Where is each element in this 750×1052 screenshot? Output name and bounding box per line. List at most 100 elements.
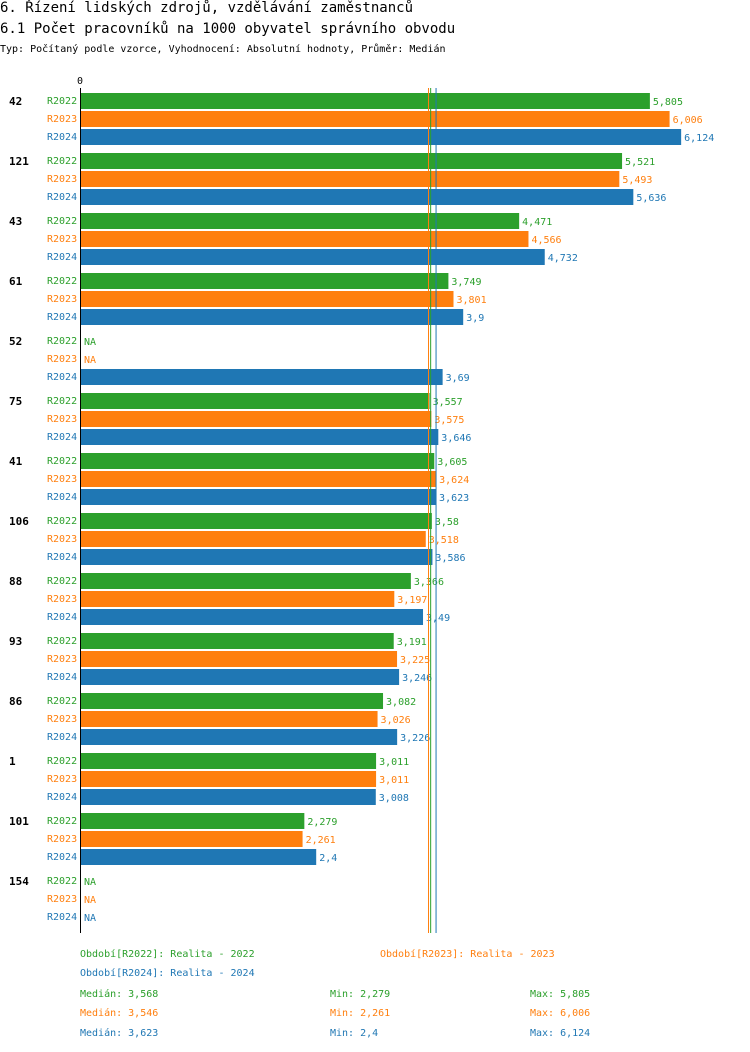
series-label: R2023 [47, 654, 77, 665]
series-label: R2023 [47, 354, 77, 365]
value-label: NA [84, 355, 96, 366]
value-label: 6,006 [673, 115, 703, 126]
legend-r2024: Období[R2024]: Realita - 2024 [80, 968, 255, 979]
value-label: NA [84, 895, 96, 906]
series-label: R2024 [47, 672, 77, 683]
series-label: R2022 [47, 876, 77, 887]
series-label: R2022 [47, 396, 77, 407]
group-label: 41 [9, 455, 23, 468]
value-label: 3,191 [397, 637, 427, 648]
value-label: 3,518 [429, 535, 459, 546]
value-label: 3,225 [400, 655, 430, 666]
value-label: 2,4 [319, 853, 337, 864]
median-r2022: Medián: 3,568 [80, 989, 159, 1000]
value-label: 3,749 [451, 277, 481, 288]
value-label: 6,124 [684, 133, 714, 144]
min-r2024: Min: 2,4 [330, 1028, 379, 1039]
value-label: NA [84, 337, 96, 348]
value-label: 3,623 [439, 493, 469, 504]
value-label: 5,493 [622, 175, 652, 186]
bar [81, 813, 305, 829]
bar [81, 789, 376, 805]
series-label: R2024 [47, 312, 77, 323]
value-label: 5,636 [636, 193, 666, 204]
series-label: R2023 [47, 234, 77, 245]
series-label: R2022 [47, 156, 77, 167]
series-label: R2022 [47, 456, 77, 467]
series-label: R2024 [47, 792, 77, 803]
series-label: R2023 [47, 534, 77, 545]
group-label: 52 [9, 335, 22, 348]
page-title: 6. Řízení lidských zdrojů, vzdělávání za… [0, 0, 414, 16]
bar [81, 153, 623, 169]
bar [81, 633, 394, 649]
value-label: 3,011 [379, 775, 409, 786]
value-label: 3,197 [397, 595, 427, 606]
bar [81, 453, 435, 469]
value-label: 2,279 [307, 817, 337, 828]
max-r2024: Max: 6,124 [530, 1028, 591, 1039]
series-label: R2022 [47, 816, 77, 827]
value-label: 3,586 [435, 553, 465, 564]
bar [81, 693, 384, 709]
series-label: R2024 [47, 252, 77, 263]
bar [81, 831, 303, 847]
value-label: 5,805 [653, 97, 683, 108]
group-label: 86 [9, 695, 23, 708]
bar [81, 609, 424, 625]
bar [81, 591, 395, 607]
value-label: 3,49 [426, 613, 450, 624]
group-label: 1 [9, 755, 16, 768]
group-label: 101 [9, 815, 29, 828]
value-label: 4,471 [522, 217, 552, 228]
group-label: 43 [9, 215, 22, 228]
value-label: 2,261 [306, 835, 336, 846]
series-label: R2024 [47, 192, 77, 203]
value-label: 3,605 [437, 457, 467, 468]
series-label: R2023 [47, 714, 77, 725]
value-label: 4,732 [548, 253, 578, 264]
value-label: 3,246 [402, 673, 432, 684]
group-label: 121 [9, 155, 29, 168]
bar [81, 669, 400, 685]
max-r2023: Max: 6,006 [530, 1008, 591, 1019]
bar-chart: 0 42 R2022 5,805 R2023 6,006 R2024 6,124 121 R202… [9, 76, 714, 933]
group-label: 106 [9, 515, 29, 528]
group-label: 93 [9, 635, 22, 648]
value-label: 3,624 [439, 475, 469, 486]
series-label: R2022 [47, 276, 77, 287]
series-label: R2022 [47, 96, 77, 107]
bar [81, 231, 529, 247]
series-label: R2023 [47, 474, 77, 485]
value-label: 3,226 [400, 733, 430, 744]
series-label: R2022 [47, 636, 77, 647]
value-label: 3,9 [466, 313, 484, 324]
bar [81, 369, 443, 385]
series-label: R2023 [47, 834, 77, 845]
series-label: R2024 [47, 492, 77, 503]
series-label: R2022 [47, 516, 77, 527]
min-r2022: Min: 2,279 [330, 989, 391, 1000]
bar [81, 111, 670, 127]
group-label: 42 [9, 95, 22, 108]
axis-zero-label: 0 [77, 76, 83, 87]
series-label: R2024 [47, 552, 77, 563]
value-label: NA [84, 913, 96, 924]
series-label: R2022 [47, 216, 77, 227]
value-label: 3,801 [456, 295, 486, 306]
group-label: 61 [9, 275, 23, 288]
series-label: R2023 [47, 114, 77, 125]
series-label: R2022 [47, 576, 77, 587]
group-label: 88 [9, 575, 22, 588]
bar [81, 171, 620, 187]
bar [81, 849, 317, 865]
bar [81, 513, 432, 529]
value-label: 3,008 [379, 793, 409, 804]
median-r2023: Medián: 3,546 [80, 1008, 159, 1019]
bar [81, 393, 430, 409]
chart-subtitle: 6.1 Počet pracovníků na 1000 obyvatel sp… [0, 21, 456, 37]
series-label: R2022 [47, 696, 77, 707]
bar [81, 753, 377, 769]
value-label: 3,011 [379, 757, 409, 768]
bar [81, 471, 437, 487]
